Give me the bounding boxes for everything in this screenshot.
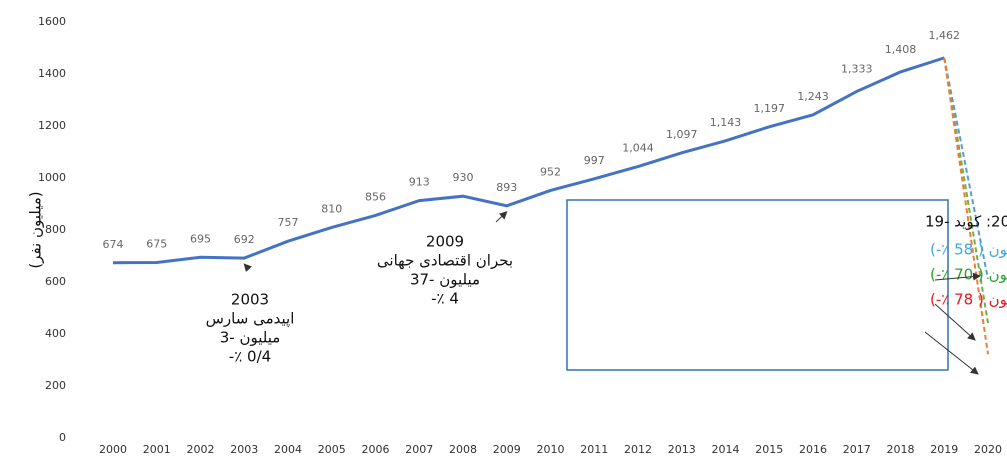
data-label: 913 <box>409 176 430 189</box>
annotation-arrow <box>243 263 252 272</box>
annotation: -٪ 0/4 <box>229 348 271 366</box>
x-tick-label: 2016 <box>799 443 827 456</box>
data-label: 1,097 <box>666 128 698 141</box>
line <box>112 56 945 265</box>
x-tick-label: 2007 <box>405 443 433 456</box>
data-label: 856 <box>365 190 386 203</box>
data-label: 893 <box>496 181 517 194</box>
scenario-title: سناریوهای 2020: کوید -19 <box>925 213 1007 231</box>
x-tick-label: 2018 <box>887 443 915 456</box>
annotation: -٪ 4 <box>431 290 459 308</box>
annotation: اپیدمی سارس <box>206 310 295 329</box>
y-tick-label: 600 <box>45 275 66 288</box>
x-tick-label: 2014 <box>712 443 740 456</box>
data-label: 1,243 <box>797 90 829 103</box>
y-tick-label: 200 <box>45 379 66 392</box>
x-tick-label: 2009 <box>493 443 521 456</box>
data-label: 1,408 <box>885 43 917 56</box>
x-tick-label: 2005 <box>318 443 346 456</box>
data-label: 997 <box>584 154 605 167</box>
line <box>943 57 989 355</box>
data-label: 757 <box>278 216 299 229</box>
data-label: 1,462 <box>929 29 961 42</box>
line <box>943 57 989 280</box>
x-tick-label: 2012 <box>624 443 652 456</box>
y-tick-label: 1400 <box>38 67 66 80</box>
x-tick-label: 2004 <box>274 443 302 456</box>
annotation-arrow <box>495 211 508 223</box>
x-tick-label: 2015 <box>755 443 783 456</box>
x-tick-label: 2002 <box>187 443 215 456</box>
y-axis-label: (میلیون نفر) <box>27 191 45 268</box>
y-tick-label: 800 <box>45 223 66 236</box>
x-tick-label: 2001 <box>143 443 171 456</box>
data-label: 1,333 <box>841 62 873 75</box>
scenario-arrow <box>934 272 981 281</box>
data-label: 1,044 <box>622 142 654 155</box>
x-tick-label: 2008 <box>449 443 477 456</box>
x-tick-label: 2000 <box>99 443 127 456</box>
annotation: 2003 <box>231 291 269 309</box>
x-tick-label: 2019 <box>930 443 958 456</box>
y-tick-label: 400 <box>45 327 66 340</box>
annotation: 3- میلیون <box>220 329 281 347</box>
scenario-arrow <box>934 303 976 341</box>
scenario-arrow <box>924 331 979 375</box>
scenario-line: سناریو 1: 850- میلیون ( 58 ٪-) <box>930 241 1007 259</box>
y-tick-label: 1600 <box>38 15 66 28</box>
x-tick-label: 2003 <box>230 443 258 456</box>
data-label: 1,197 <box>754 102 786 115</box>
data-label: 952 <box>540 165 561 178</box>
x-tick-label: 2011 <box>580 443 608 456</box>
y-tick-label: 0 <box>59 431 66 444</box>
x-tick-label: 2020 <box>974 443 1002 456</box>
data-label: 1,143 <box>710 116 742 129</box>
data-label: 692 <box>234 233 255 246</box>
data-label: 930 <box>453 171 474 184</box>
y-tick-label: 1200 <box>38 119 66 132</box>
y-tick-label: 1000 <box>38 171 66 184</box>
annotation: بحران اقتصادی جهانی <box>377 252 513 270</box>
data-label: 810 <box>321 202 342 215</box>
scenario-line: سناریو 3: 1140- میلیون ( 78 ٪-) <box>930 291 1007 309</box>
annotation: 2009 <box>426 233 464 251</box>
x-tick-label: 2006 <box>362 443 390 456</box>
data-label: 675 <box>146 238 167 251</box>
data-label: 674 <box>103 238 124 251</box>
annotation: 37- میلیون <box>410 271 480 289</box>
scenario-box <box>566 199 949 371</box>
x-tick-label: 2017 <box>843 443 871 456</box>
data-label: 695 <box>190 232 211 245</box>
x-tick-label: 2010 <box>537 443 565 456</box>
x-tick-label: 2013 <box>668 443 696 456</box>
